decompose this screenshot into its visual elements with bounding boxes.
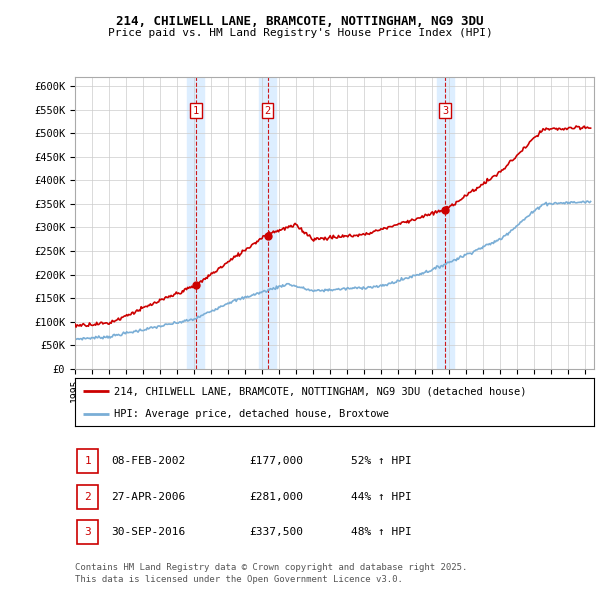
Bar	[187, 77, 205, 369]
Text: 08-FEB-2002: 08-FEB-2002	[111, 457, 185, 466]
Text: 3: 3	[442, 106, 448, 116]
Text: 44% ↑ HPI: 44% ↑ HPI	[351, 492, 412, 502]
Text: 214, CHILWELL LANE, BRAMCOTE, NOTTINGHAM, NG9 3DU (detached house): 214, CHILWELL LANE, BRAMCOTE, NOTTINGHAM…	[114, 386, 526, 396]
Text: 1: 1	[193, 106, 199, 116]
Text: HPI: Average price, detached house, Broxtowe: HPI: Average price, detached house, Brox…	[114, 409, 389, 419]
Text: £337,500: £337,500	[249, 527, 303, 537]
Text: This data is licensed under the Open Government Licence v3.0.: This data is licensed under the Open Gov…	[75, 575, 403, 584]
Text: 48% ↑ HPI: 48% ↑ HPI	[351, 527, 412, 537]
Text: 30-SEP-2016: 30-SEP-2016	[111, 527, 185, 537]
Text: £281,000: £281,000	[249, 492, 303, 502]
Text: Price paid vs. HM Land Registry's House Price Index (HPI): Price paid vs. HM Land Registry's House …	[107, 28, 493, 38]
FancyBboxPatch shape	[77, 485, 98, 509]
Text: 27-APR-2006: 27-APR-2006	[111, 492, 185, 502]
Text: 1: 1	[84, 457, 91, 466]
Text: 214, CHILWELL LANE, BRAMCOTE, NOTTINGHAM, NG9 3DU: 214, CHILWELL LANE, BRAMCOTE, NOTTINGHAM…	[116, 15, 484, 28]
FancyBboxPatch shape	[77, 450, 98, 473]
Bar	[259, 77, 276, 369]
FancyBboxPatch shape	[77, 520, 98, 544]
Text: 52% ↑ HPI: 52% ↑ HPI	[351, 457, 412, 466]
Text: £177,000: £177,000	[249, 457, 303, 466]
Text: Contains HM Land Registry data © Crown copyright and database right 2025.: Contains HM Land Registry data © Crown c…	[75, 563, 467, 572]
Text: 2: 2	[265, 106, 271, 116]
Bar	[437, 77, 454, 369]
Text: 3: 3	[84, 527, 91, 537]
Text: 2: 2	[84, 492, 91, 502]
